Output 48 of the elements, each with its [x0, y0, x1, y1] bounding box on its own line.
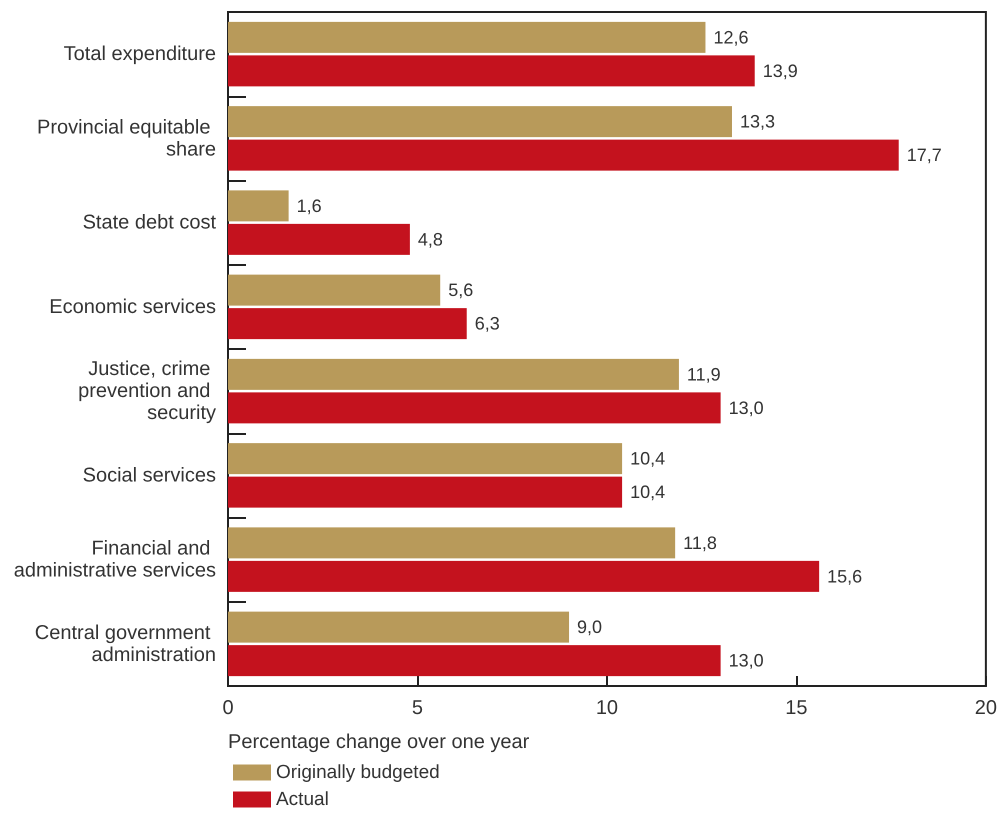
data-label: 13,0	[728, 650, 764, 671]
data-label: 13,0	[728, 398, 764, 418]
bar	[228, 190, 289, 222]
bar	[228, 308, 467, 340]
bar	[228, 140, 899, 171]
data-label: 6,3	[474, 314, 500, 334]
data-label: 12,6	[713, 27, 749, 48]
data-label: 11,9	[686, 364, 721, 384]
data-label: 11,8	[683, 532, 717, 553]
bar	[228, 476, 622, 508]
y-tick-label: Total expenditure	[64, 43, 216, 66]
data-label: 17,7	[906, 145, 942, 166]
x-tick-label: 10	[596, 697, 618, 719]
bar	[228, 22, 706, 53]
bar	[228, 224, 410, 255]
data-label: 4,8	[418, 229, 443, 250]
x-tick-label: 15	[785, 697, 808, 719]
data-label: 13,9	[762, 60, 798, 81]
y-tick-label: Financial and administrative services	[14, 538, 216, 582]
data-label: 10,4	[630, 448, 666, 469]
bar	[228, 645, 721, 676]
bar	[228, 443, 622, 474]
y-tick-label: Provincial equitable share	[37, 116, 216, 160]
bar	[228, 612, 570, 643]
y-tick-label: Social services	[82, 464, 216, 486]
y-tick-label: State debt cost	[82, 212, 216, 234]
data-label: 1,6	[296, 196, 322, 216]
bar	[228, 55, 755, 86]
legend-label: Originally budgeted	[276, 762, 440, 783]
bar	[228, 560, 820, 592]
x-tick-label: 0	[222, 697, 234, 719]
bar	[228, 274, 440, 306]
data-label: 15,6	[827, 566, 862, 586]
y-tick-label: Justice, crime prevention and security	[78, 358, 216, 424]
x-tick-label: 20	[974, 697, 997, 719]
bar	[228, 106, 732, 138]
bar	[228, 392, 721, 424]
y-tick-label: Economic services	[49, 296, 216, 318]
data-label: 10,4	[630, 482, 666, 502]
data-label: 5,6	[448, 280, 474, 300]
y-tick-label: Central government administration	[34, 622, 216, 666]
data-label: 13,3	[740, 112, 776, 132]
data-label: 9,0	[577, 617, 602, 638]
bar	[228, 527, 676, 558]
x-tick-label: 5	[412, 697, 424, 719]
legend-label: Actual	[276, 789, 329, 810]
x-axis-title: Percentage change over one year	[228, 731, 530, 753]
bar	[228, 358, 679, 390]
